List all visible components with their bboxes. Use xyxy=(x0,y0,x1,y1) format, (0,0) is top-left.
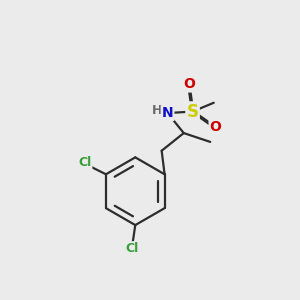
Text: N: N xyxy=(162,106,173,120)
Text: Cl: Cl xyxy=(125,242,138,255)
Text: O: O xyxy=(184,77,196,92)
Text: H: H xyxy=(152,103,162,117)
Text: Cl: Cl xyxy=(78,156,92,169)
Text: S: S xyxy=(187,103,199,121)
Text: O: O xyxy=(210,120,221,134)
